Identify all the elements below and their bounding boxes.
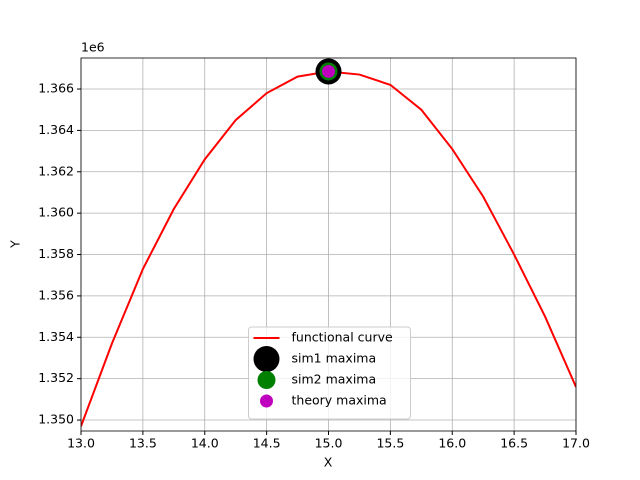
- y-tick-label: 1.352: [38, 370, 74, 385]
- x-tick-label: 16.5: [500, 436, 528, 451]
- x-tick-label: 14.0: [191, 436, 219, 451]
- legend-label: sim2 maxima: [292, 372, 377, 387]
- legend-label: theory maxima: [292, 393, 387, 408]
- marker: [322, 64, 335, 78]
- y-tick-label: 1.350: [38, 412, 74, 427]
- legend-label: sim1 maxima: [292, 351, 377, 366]
- legend-swatch: [260, 394, 273, 408]
- y-axis-label: Y: [8, 240, 23, 249]
- x-tick-label: 15.0: [315, 436, 343, 451]
- y-tick-label: 1.360: [38, 205, 74, 220]
- x-tick-label: 16.0: [438, 436, 466, 451]
- y-tick-label: 1.364: [38, 122, 74, 137]
- y-tick-label: 1.366: [38, 81, 74, 96]
- y-tick-label: 1.356: [38, 287, 74, 302]
- legend-label: functional curve: [292, 330, 393, 345]
- y-tick-label: 1.358: [38, 246, 74, 261]
- x-tick-label: 15.5: [376, 436, 404, 451]
- x-tick-label: 13.5: [129, 436, 157, 451]
- legend-box: [248, 326, 411, 420]
- y-offset-label: 1e6: [81, 40, 105, 55]
- x-tick-label: 14.5: [253, 436, 281, 451]
- y-tick-label: 1.354: [38, 329, 74, 344]
- x-tick-label: 17.0: [562, 436, 590, 451]
- x-axis-label: X: [324, 455, 333, 470]
- legend-swatch: [253, 346, 280, 372]
- legend-swatch: [257, 371, 276, 389]
- x-tick-label: 13.0: [67, 436, 95, 451]
- y-tick-label: 1.362: [38, 163, 74, 178]
- plot-frame: [80, 57, 577, 432]
